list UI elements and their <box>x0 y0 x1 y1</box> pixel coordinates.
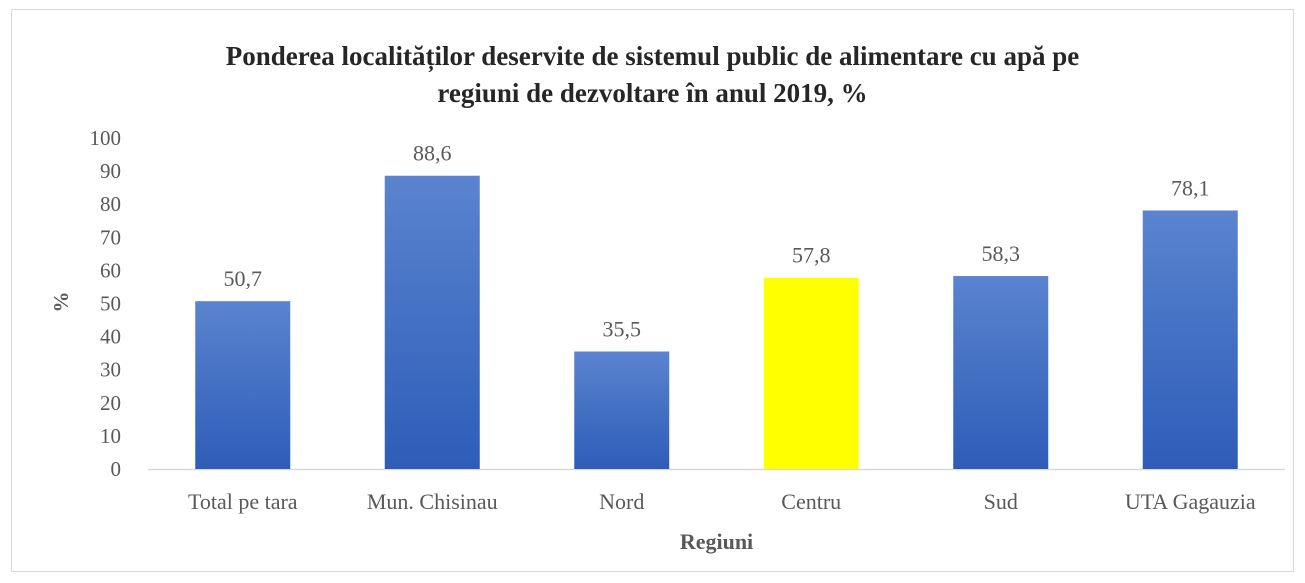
bar-sud <box>953 276 1049 469</box>
value-label: 78,1 <box>1171 175 1210 200</box>
y-tick-label: 20 <box>100 391 121 415</box>
value-labels: 50,7 88,6 35,5 57,8 58,3 78,1 <box>224 141 1210 342</box>
y-tick-label: 80 <box>100 192 121 216</box>
value-label: 88,6 <box>413 141 452 166</box>
x-tick-label: Sud <box>984 489 1018 514</box>
y-tick-label: 10 <box>100 424 121 448</box>
y-tick-label: 70 <box>100 225 121 249</box>
y-tick-label: 90 <box>100 159 121 183</box>
y-axis-tick-labels: 0 10 20 30 40 50 60 70 80 90 100 <box>90 126 122 481</box>
chart-title-line-2: regiuni de dezvoltare în anul 2019, % <box>437 78 868 108</box>
x-tick-label: Total pe tara <box>188 489 298 514</box>
chart-title-line-1: Ponderea localităților deservite de sist… <box>225 41 1080 71</box>
chart-title: Ponderea localităților deservite de sist… <box>0 38 1305 112</box>
y-tick-label: 60 <box>100 258 121 282</box>
x-tick-label: Nord <box>599 489 644 514</box>
value-label: 50,7 <box>224 266 263 291</box>
bar-centru <box>763 277 859 469</box>
y-tick-label: 0 <box>111 457 122 481</box>
x-tick-label: Centru <box>781 489 841 514</box>
y-tick-label: 30 <box>100 358 121 382</box>
bar-mun-chisinau <box>384 175 480 469</box>
x-axis-tick-labels: Total pe tara Mun. Chisinau Nord Centru Sud U… <box>188 489 1256 514</box>
chart-frame <box>11 9 1294 572</box>
x-tick-label: Mun. Chisinau <box>367 489 498 514</box>
bar-nord <box>574 351 670 469</box>
x-tick-label: UTA Gagauzia <box>1125 489 1256 514</box>
bar-uta-gagauzia <box>1142 210 1238 469</box>
value-label: 58,3 <box>982 241 1021 266</box>
y-tick-label: 40 <box>100 325 121 349</box>
value-label: 57,8 <box>792 243 831 268</box>
y-axis-label: % <box>49 292 73 313</box>
y-tick-label: 50 <box>100 292 121 316</box>
y-tick-label: 100 <box>90 126 122 150</box>
bars <box>195 175 1238 469</box>
x-axis-label: Regiuni <box>680 529 753 554</box>
bar-total-pe-tara <box>195 301 291 469</box>
value-label: 35,5 <box>603 316 642 341</box>
